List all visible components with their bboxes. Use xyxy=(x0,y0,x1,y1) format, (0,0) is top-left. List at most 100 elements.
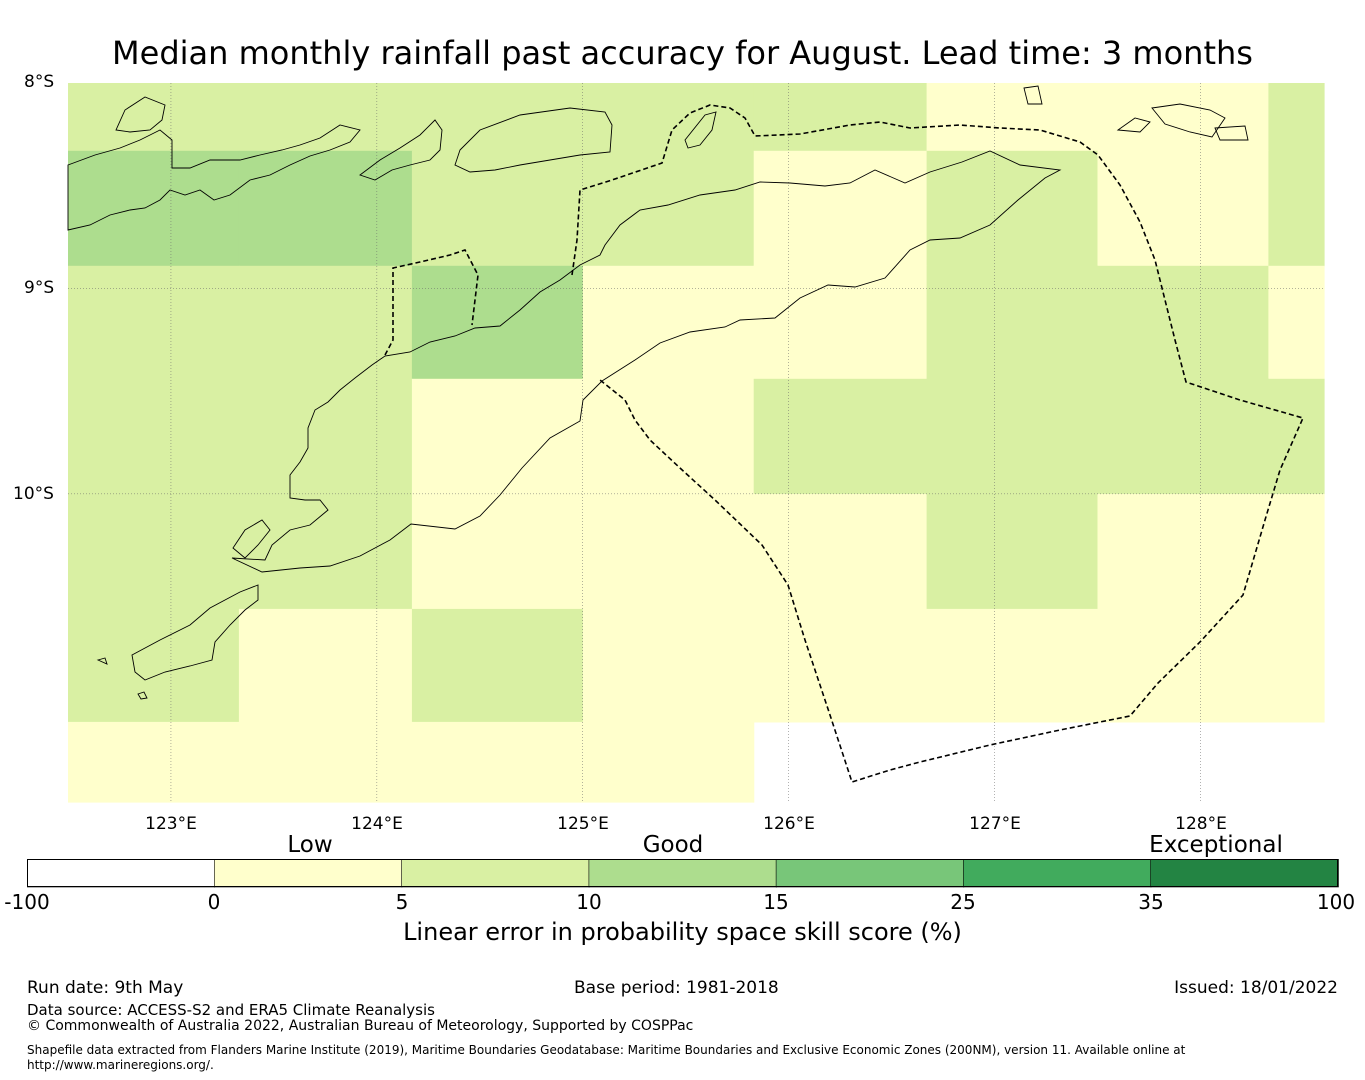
colorbar-tick: 35 xyxy=(1138,890,1164,914)
skill-cell xyxy=(238,150,413,267)
coastline-semau xyxy=(232,519,271,559)
colorbar-swatch xyxy=(27,859,216,888)
shapefile-url: http://www.marineregions.org/. xyxy=(27,1058,214,1072)
coastline-atauro xyxy=(684,111,717,149)
colorbar xyxy=(27,859,1339,888)
graticule xyxy=(68,83,1324,802)
eez-boundary xyxy=(384,104,1305,784)
skill-cell xyxy=(582,150,755,267)
skill-cell xyxy=(68,493,240,610)
coastline-pantar xyxy=(359,119,443,181)
colorbar-category-low: Low xyxy=(287,832,333,858)
coastline-islet-4 xyxy=(1214,125,1249,141)
lon-label: 123°E xyxy=(145,814,197,834)
colorbar-tick: 0 xyxy=(207,890,221,914)
skill-cell xyxy=(582,721,755,803)
colorbar-outline xyxy=(27,859,1338,887)
skill-cell xyxy=(1097,378,1269,495)
skill-cell xyxy=(1268,493,1325,610)
skill-cell xyxy=(926,265,1099,380)
skill-cell xyxy=(238,608,413,723)
skill-cell xyxy=(411,83,584,152)
colorbar-swatch xyxy=(1150,859,1339,888)
skill-cell xyxy=(926,83,1099,152)
skill-cell xyxy=(926,493,1099,610)
skill-cell xyxy=(1268,265,1325,380)
skill-cell xyxy=(411,150,584,267)
coastline-islet-5 xyxy=(1023,85,1043,105)
colorbar-tick: 5 xyxy=(395,890,409,914)
skill-cell xyxy=(1268,378,1325,495)
colorbar-category-exceptional: Exceptional xyxy=(1149,832,1283,858)
colorbar-swatch xyxy=(401,859,590,888)
lon-label: 128°E xyxy=(1175,814,1227,834)
coastline-timor xyxy=(231,150,1062,573)
colorbar-swatches xyxy=(27,859,1339,888)
lon-label: 124°E xyxy=(351,814,403,834)
skill-cell xyxy=(1268,150,1325,267)
skill-cell xyxy=(1097,150,1269,267)
skill-cell xyxy=(238,493,413,610)
coastline-islet-6 xyxy=(137,691,148,700)
skill-cell xyxy=(68,150,240,267)
skill-cell xyxy=(238,721,413,803)
skill-cell xyxy=(411,608,584,723)
coastline-alor xyxy=(454,107,613,173)
coastline-islet-1 xyxy=(115,96,166,133)
colorbar-tick: -100 xyxy=(4,890,50,914)
skill-cell xyxy=(753,378,928,495)
colorbar-tick: 25 xyxy=(950,890,976,914)
skill-cell xyxy=(1097,83,1269,152)
colorbar-tick: 10 xyxy=(576,890,602,914)
issued-date: Issued: 18/01/2022 xyxy=(1174,978,1338,998)
skill-cell xyxy=(68,83,240,152)
skill-cell xyxy=(582,608,755,723)
skill-cell xyxy=(926,608,1099,723)
skill-cell xyxy=(582,378,755,495)
skill-cell xyxy=(582,493,755,610)
skill-cell xyxy=(1268,83,1325,152)
colorbar-tick: 100 xyxy=(1316,890,1356,914)
skill-cell xyxy=(753,265,928,380)
skill-cell xyxy=(1097,608,1269,723)
skill-cell xyxy=(411,493,584,610)
colorbar-swatch xyxy=(775,859,965,888)
skill-cell xyxy=(411,721,584,803)
lon-label: 126°E xyxy=(763,814,815,834)
skill-cell xyxy=(238,83,413,152)
colorbar-category-good: Good xyxy=(642,832,704,858)
skill-cell xyxy=(753,608,928,723)
skill-cell xyxy=(1097,493,1269,610)
skill-map xyxy=(67,83,1325,803)
colorbar-tick: 15 xyxy=(763,890,789,914)
base-period: Base period: 1981-2018 xyxy=(574,978,779,998)
skill-cell xyxy=(926,378,1099,495)
data-source: Data source: ACCESS-S2 and ERA5 Climate … xyxy=(27,1001,435,1019)
lon-label: 125°E xyxy=(557,814,609,834)
eez-boundary-oecusse xyxy=(384,249,479,356)
skill-cell xyxy=(411,378,584,495)
coastline-ndao xyxy=(96,657,108,665)
skill-cell xyxy=(68,608,240,723)
lat-label: 9°S xyxy=(24,278,55,298)
colorbar-swatch xyxy=(963,859,1152,888)
skill-cell xyxy=(1268,608,1325,723)
skill-cell xyxy=(238,265,413,380)
skill-cell xyxy=(753,83,928,152)
skill-cell xyxy=(1097,265,1269,380)
skill-cell xyxy=(753,150,928,267)
skill-cell xyxy=(68,378,240,495)
lat-label: 8°S xyxy=(24,72,55,92)
colorbar-label: Linear error in probability space skill … xyxy=(403,918,962,946)
skill-grid xyxy=(68,83,1325,803)
skill-cell xyxy=(68,265,240,380)
lon-label: 127°E xyxy=(969,814,1021,834)
copyright: © Commonwealth of Australia 2022, Austra… xyxy=(27,1018,694,1034)
run-date: Run date: 9th May xyxy=(27,978,184,998)
coastline-flores xyxy=(67,124,361,231)
colorbar-swatch xyxy=(214,859,403,888)
skill-cell xyxy=(238,378,413,495)
coastline-rote xyxy=(131,584,259,681)
skill-cell xyxy=(68,721,240,803)
colorbar-swatch xyxy=(588,859,778,888)
